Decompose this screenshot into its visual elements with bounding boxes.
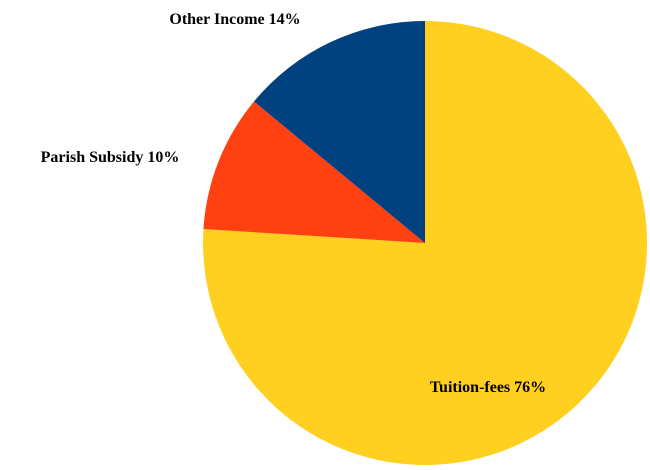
- slice-value: 14%: [269, 11, 301, 28]
- pie-slice: [253, 20, 425, 243]
- slice-label: Other Income 14%: [169, 11, 300, 28]
- slice-value: 10%: [147, 149, 179, 166]
- slice-category: Tuition-fees: [430, 379, 510, 396]
- slice-category: Parish Subsidy: [41, 149, 144, 166]
- slice-label: Tuition-fees 76%: [430, 379, 546, 396]
- slice-value: 76%: [514, 379, 546, 396]
- slice-category: Other Income: [169, 11, 264, 28]
- pie-slice: [203, 101, 425, 243]
- slice-label: Parish Subsidy 10%: [41, 149, 180, 166]
